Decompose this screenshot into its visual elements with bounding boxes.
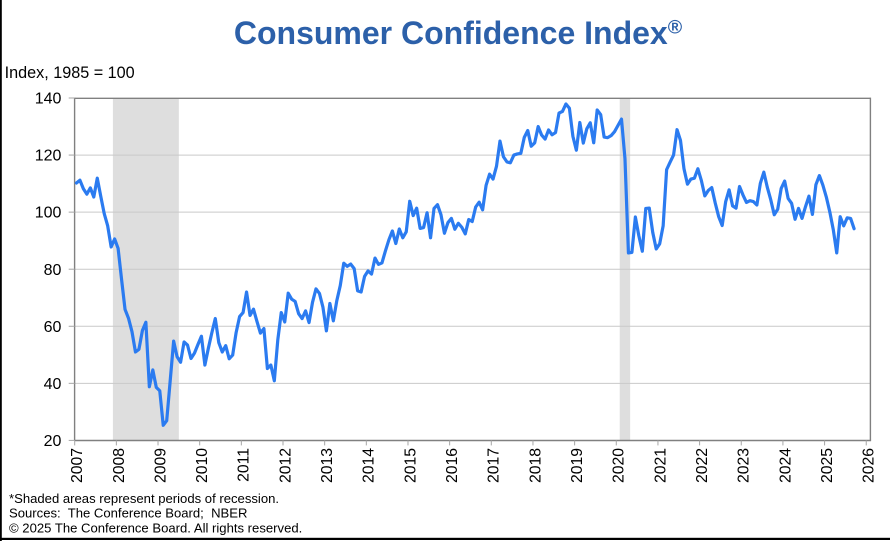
svg-text:2007: 2007 — [69, 448, 86, 483]
svg-text:100: 100 — [35, 205, 62, 222]
svg-text:Sources: The Conference Board: Sources: The Conference Board; NBER — [9, 506, 247, 521]
svg-text:2008: 2008 — [111, 448, 128, 483]
svg-text:2017: 2017 — [486, 448, 503, 483]
svg-text:60: 60 — [44, 319, 62, 336]
svg-text:80: 80 — [44, 262, 62, 279]
svg-text:20: 20 — [44, 433, 62, 450]
svg-text:140: 140 — [35, 91, 62, 108]
svg-text:2014: 2014 — [361, 448, 378, 483]
svg-text:2013: 2013 — [319, 448, 336, 483]
svg-text:40: 40 — [44, 376, 62, 393]
svg-text:2021: 2021 — [652, 448, 669, 483]
svg-text:© 2025 The Conference Board. A: © 2025 The Conference Board. All rights … — [9, 520, 302, 535]
svg-text:2023: 2023 — [736, 448, 753, 483]
svg-text:2012: 2012 — [277, 448, 294, 483]
svg-text:*Shaded areas represent period: *Shaded areas represent periods of reces… — [9, 491, 279, 506]
svg-text:2019: 2019 — [569, 448, 586, 483]
svg-text:2025: 2025 — [819, 448, 836, 483]
svg-text:2011: 2011 — [236, 448, 253, 482]
svg-text:2018: 2018 — [527, 448, 544, 483]
svg-text:2026: 2026 — [861, 448, 878, 483]
svg-text:2020: 2020 — [611, 448, 628, 483]
svg-text:Consumer Confidence Index®: Consumer Confidence Index® — [234, 15, 683, 51]
svg-text:2010: 2010 — [194, 448, 211, 483]
svg-text:Index, 1985 = 100: Index, 1985 = 100 — [5, 64, 135, 82]
svg-text:2024: 2024 — [777, 448, 794, 483]
svg-text:120: 120 — [35, 148, 62, 165]
svg-text:2015: 2015 — [402, 448, 419, 483]
svg-text:2009: 2009 — [152, 448, 169, 483]
svg-text:2022: 2022 — [694, 448, 711, 483]
svg-text:2016: 2016 — [444, 448, 461, 483]
